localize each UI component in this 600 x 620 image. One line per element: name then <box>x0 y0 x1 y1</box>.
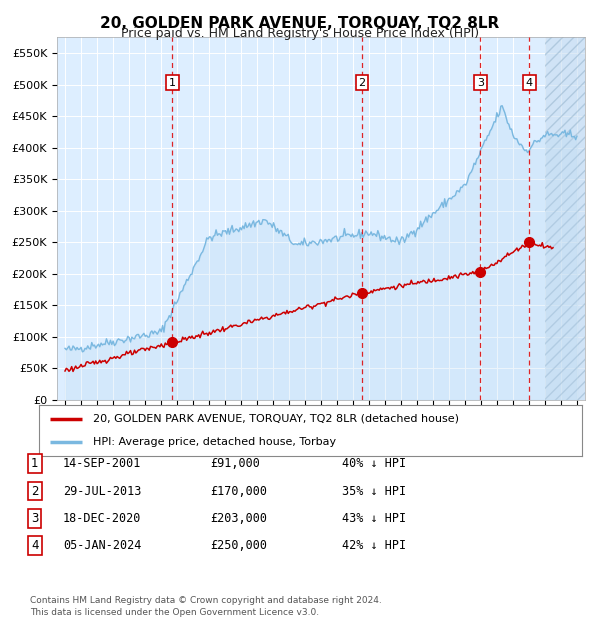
Text: 3: 3 <box>477 78 484 87</box>
Text: £91,000: £91,000 <box>210 458 260 470</box>
Text: 18-DEC-2020: 18-DEC-2020 <box>63 512 142 525</box>
Text: 42% ↓ HPI: 42% ↓ HPI <box>342 539 406 552</box>
Text: 40% ↓ HPI: 40% ↓ HPI <box>342 458 406 470</box>
Text: 05-JAN-2024: 05-JAN-2024 <box>63 539 142 552</box>
Text: 4: 4 <box>31 539 38 552</box>
Text: 1: 1 <box>31 458 38 470</box>
Bar <box>545 37 585 400</box>
Text: 4: 4 <box>526 78 533 87</box>
Text: HPI: Average price, detached house, Torbay: HPI: Average price, detached house, Torb… <box>94 437 337 447</box>
Text: £203,000: £203,000 <box>210 512 267 525</box>
Text: 35% ↓ HPI: 35% ↓ HPI <box>342 485 406 497</box>
Text: 43% ↓ HPI: 43% ↓ HPI <box>342 512 406 525</box>
Text: 3: 3 <box>31 512 38 525</box>
Text: 14-SEP-2001: 14-SEP-2001 <box>63 458 142 470</box>
Text: £250,000: £250,000 <box>210 539 267 552</box>
Text: 29-JUL-2013: 29-JUL-2013 <box>63 485 142 497</box>
Text: Price paid vs. HM Land Registry's House Price Index (HPI): Price paid vs. HM Land Registry's House … <box>121 27 479 40</box>
Text: 2: 2 <box>31 485 38 497</box>
Text: £170,000: £170,000 <box>210 485 267 497</box>
Text: 20, GOLDEN PARK AVENUE, TORQUAY, TQ2 8LR (detached house): 20, GOLDEN PARK AVENUE, TORQUAY, TQ2 8LR… <box>94 414 460 423</box>
Text: 1: 1 <box>169 78 176 87</box>
Text: 20, GOLDEN PARK AVENUE, TORQUAY, TQ2 8LR: 20, GOLDEN PARK AVENUE, TORQUAY, TQ2 8LR <box>100 16 500 30</box>
Text: Contains HM Land Registry data © Crown copyright and database right 2024.
This d: Contains HM Land Registry data © Crown c… <box>30 596 382 617</box>
Text: 2: 2 <box>359 78 365 87</box>
